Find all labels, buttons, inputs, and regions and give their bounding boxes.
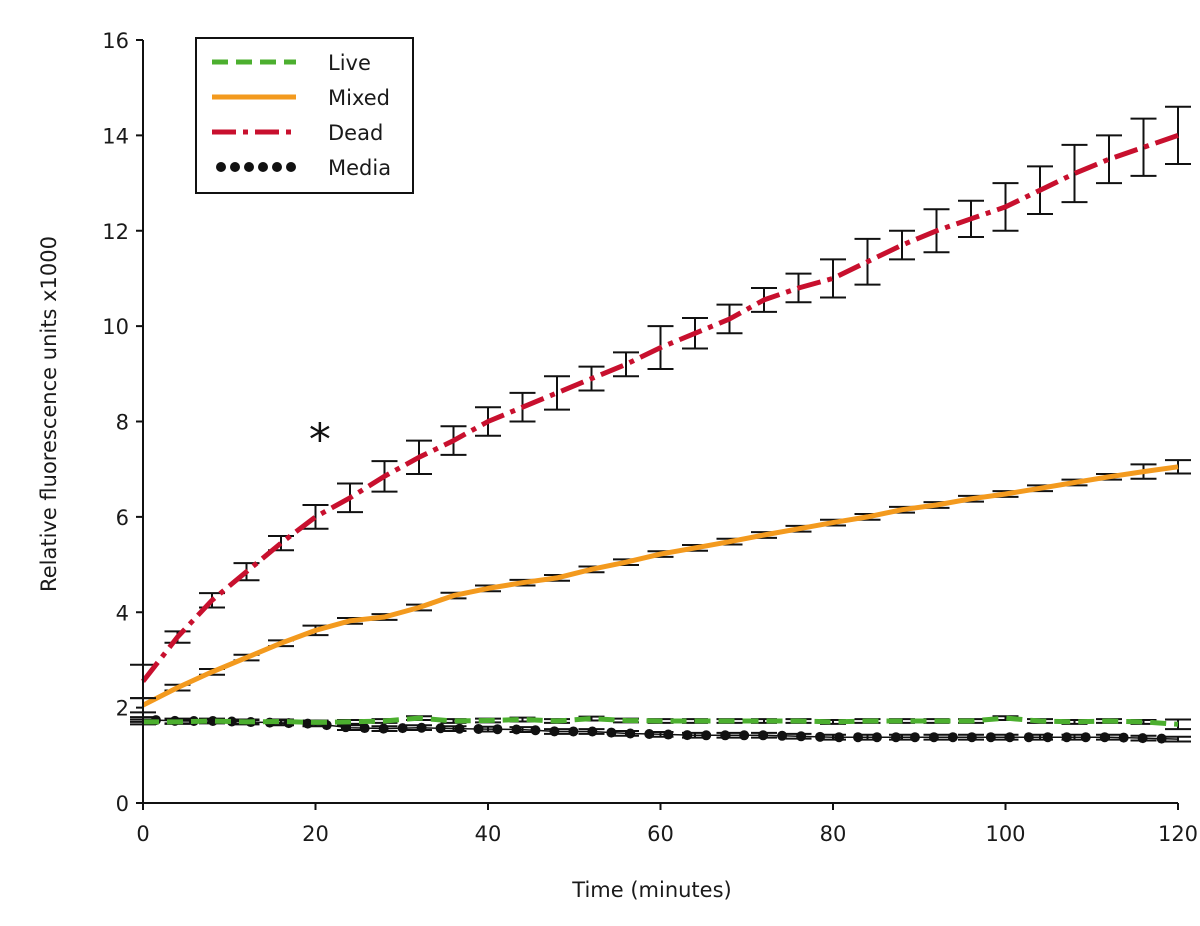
series-dead bbox=[130, 105, 1191, 700]
legend-label-live: Live bbox=[328, 51, 371, 75]
data-point-media bbox=[1080, 732, 1091, 743]
significance-annotation: * bbox=[309, 415, 331, 466]
data-point-media bbox=[871, 732, 882, 743]
data-point-media bbox=[568, 726, 579, 737]
data-point-media bbox=[796, 731, 807, 742]
x-tick-label: 0 bbox=[136, 822, 149, 846]
x-tick-label: 120 bbox=[1158, 822, 1198, 846]
data-point-media bbox=[473, 723, 484, 734]
x-tick-label: 20 bbox=[302, 822, 329, 846]
data-point-media bbox=[947, 732, 958, 743]
series-line-live bbox=[143, 715, 1179, 727]
data-point-media bbox=[1004, 732, 1015, 743]
y-tick-label: 10 bbox=[102, 315, 129, 339]
data-point-media bbox=[644, 729, 655, 740]
data-point-media bbox=[1061, 732, 1072, 743]
y-tick-label: 2 bbox=[116, 697, 129, 721]
data-point-media bbox=[549, 726, 560, 737]
y-tick-label: 16 bbox=[102, 29, 129, 53]
data-point-media bbox=[435, 723, 446, 734]
series-line-dead bbox=[141, 133, 1179, 683]
y-tick-label: 4 bbox=[116, 601, 129, 625]
data-point-media bbox=[416, 722, 427, 733]
series-mixed bbox=[130, 459, 1191, 714]
y-tick-label: 6 bbox=[116, 506, 129, 530]
data-point-media bbox=[966, 732, 977, 743]
data-point-media bbox=[1137, 733, 1148, 744]
data-point-media bbox=[985, 732, 996, 743]
data-point-media bbox=[834, 732, 845, 743]
data-point-media bbox=[606, 727, 617, 738]
y-tick-label: 12 bbox=[102, 220, 129, 244]
series-line-mixed bbox=[141, 464, 1179, 708]
legend: Live Mixed Dead Media bbox=[195, 37, 414, 194]
data-point-media bbox=[720, 730, 731, 741]
data-point-media bbox=[625, 728, 636, 739]
data-point-media bbox=[663, 729, 674, 740]
y-tick-label: 0 bbox=[116, 792, 129, 816]
data-point-media bbox=[530, 725, 541, 736]
axes: 0 2 4 6 8 10 12 14 16 0 20 40 60 80 100 120 bbox=[102, 29, 1198, 846]
x-tick-label: 80 bbox=[820, 822, 847, 846]
x-tick-label: 100 bbox=[985, 822, 1025, 846]
data-point-media bbox=[682, 730, 693, 741]
data-point-media bbox=[853, 732, 864, 743]
data-point-media bbox=[739, 730, 750, 741]
data-point-media bbox=[928, 732, 939, 743]
data-point-media bbox=[359, 723, 370, 734]
data-point-media bbox=[777, 730, 788, 741]
data-point-media bbox=[511, 724, 522, 735]
data-point-media bbox=[1118, 732, 1129, 743]
legend-swatch-media bbox=[216, 162, 296, 172]
data-point-media bbox=[1156, 733, 1167, 744]
data-point-media bbox=[1042, 732, 1053, 743]
data-point-media bbox=[909, 732, 920, 743]
data-point-media bbox=[701, 730, 712, 741]
data-point-media bbox=[758, 730, 769, 741]
legend-label-media: Media bbox=[328, 156, 391, 180]
data-point-media bbox=[454, 723, 465, 734]
x-tick-label: 60 bbox=[647, 822, 674, 846]
y-tick-label: 8 bbox=[116, 411, 129, 435]
data-point-media bbox=[1099, 732, 1110, 743]
y-axis-title: Relative fluorescence units x1000 bbox=[37, 236, 61, 592]
legend-label-mixed: Mixed bbox=[328, 86, 390, 110]
x-tick-label: 40 bbox=[475, 822, 502, 846]
series-media bbox=[130, 715, 1191, 744]
data-point-media bbox=[815, 731, 826, 742]
data-point-media bbox=[1023, 732, 1034, 743]
plot-marks bbox=[130, 105, 1191, 744]
data-point-media bbox=[890, 732, 901, 743]
y-tick-label: 14 bbox=[102, 124, 129, 148]
legend-label-dead: Dead bbox=[328, 121, 383, 145]
data-point-media bbox=[397, 723, 408, 734]
series-live bbox=[130, 715, 1191, 731]
data-point-media bbox=[587, 726, 598, 737]
x-axis-title: Time (minutes) bbox=[571, 878, 731, 902]
data-point-media bbox=[492, 724, 503, 735]
data-point-media bbox=[378, 723, 389, 734]
